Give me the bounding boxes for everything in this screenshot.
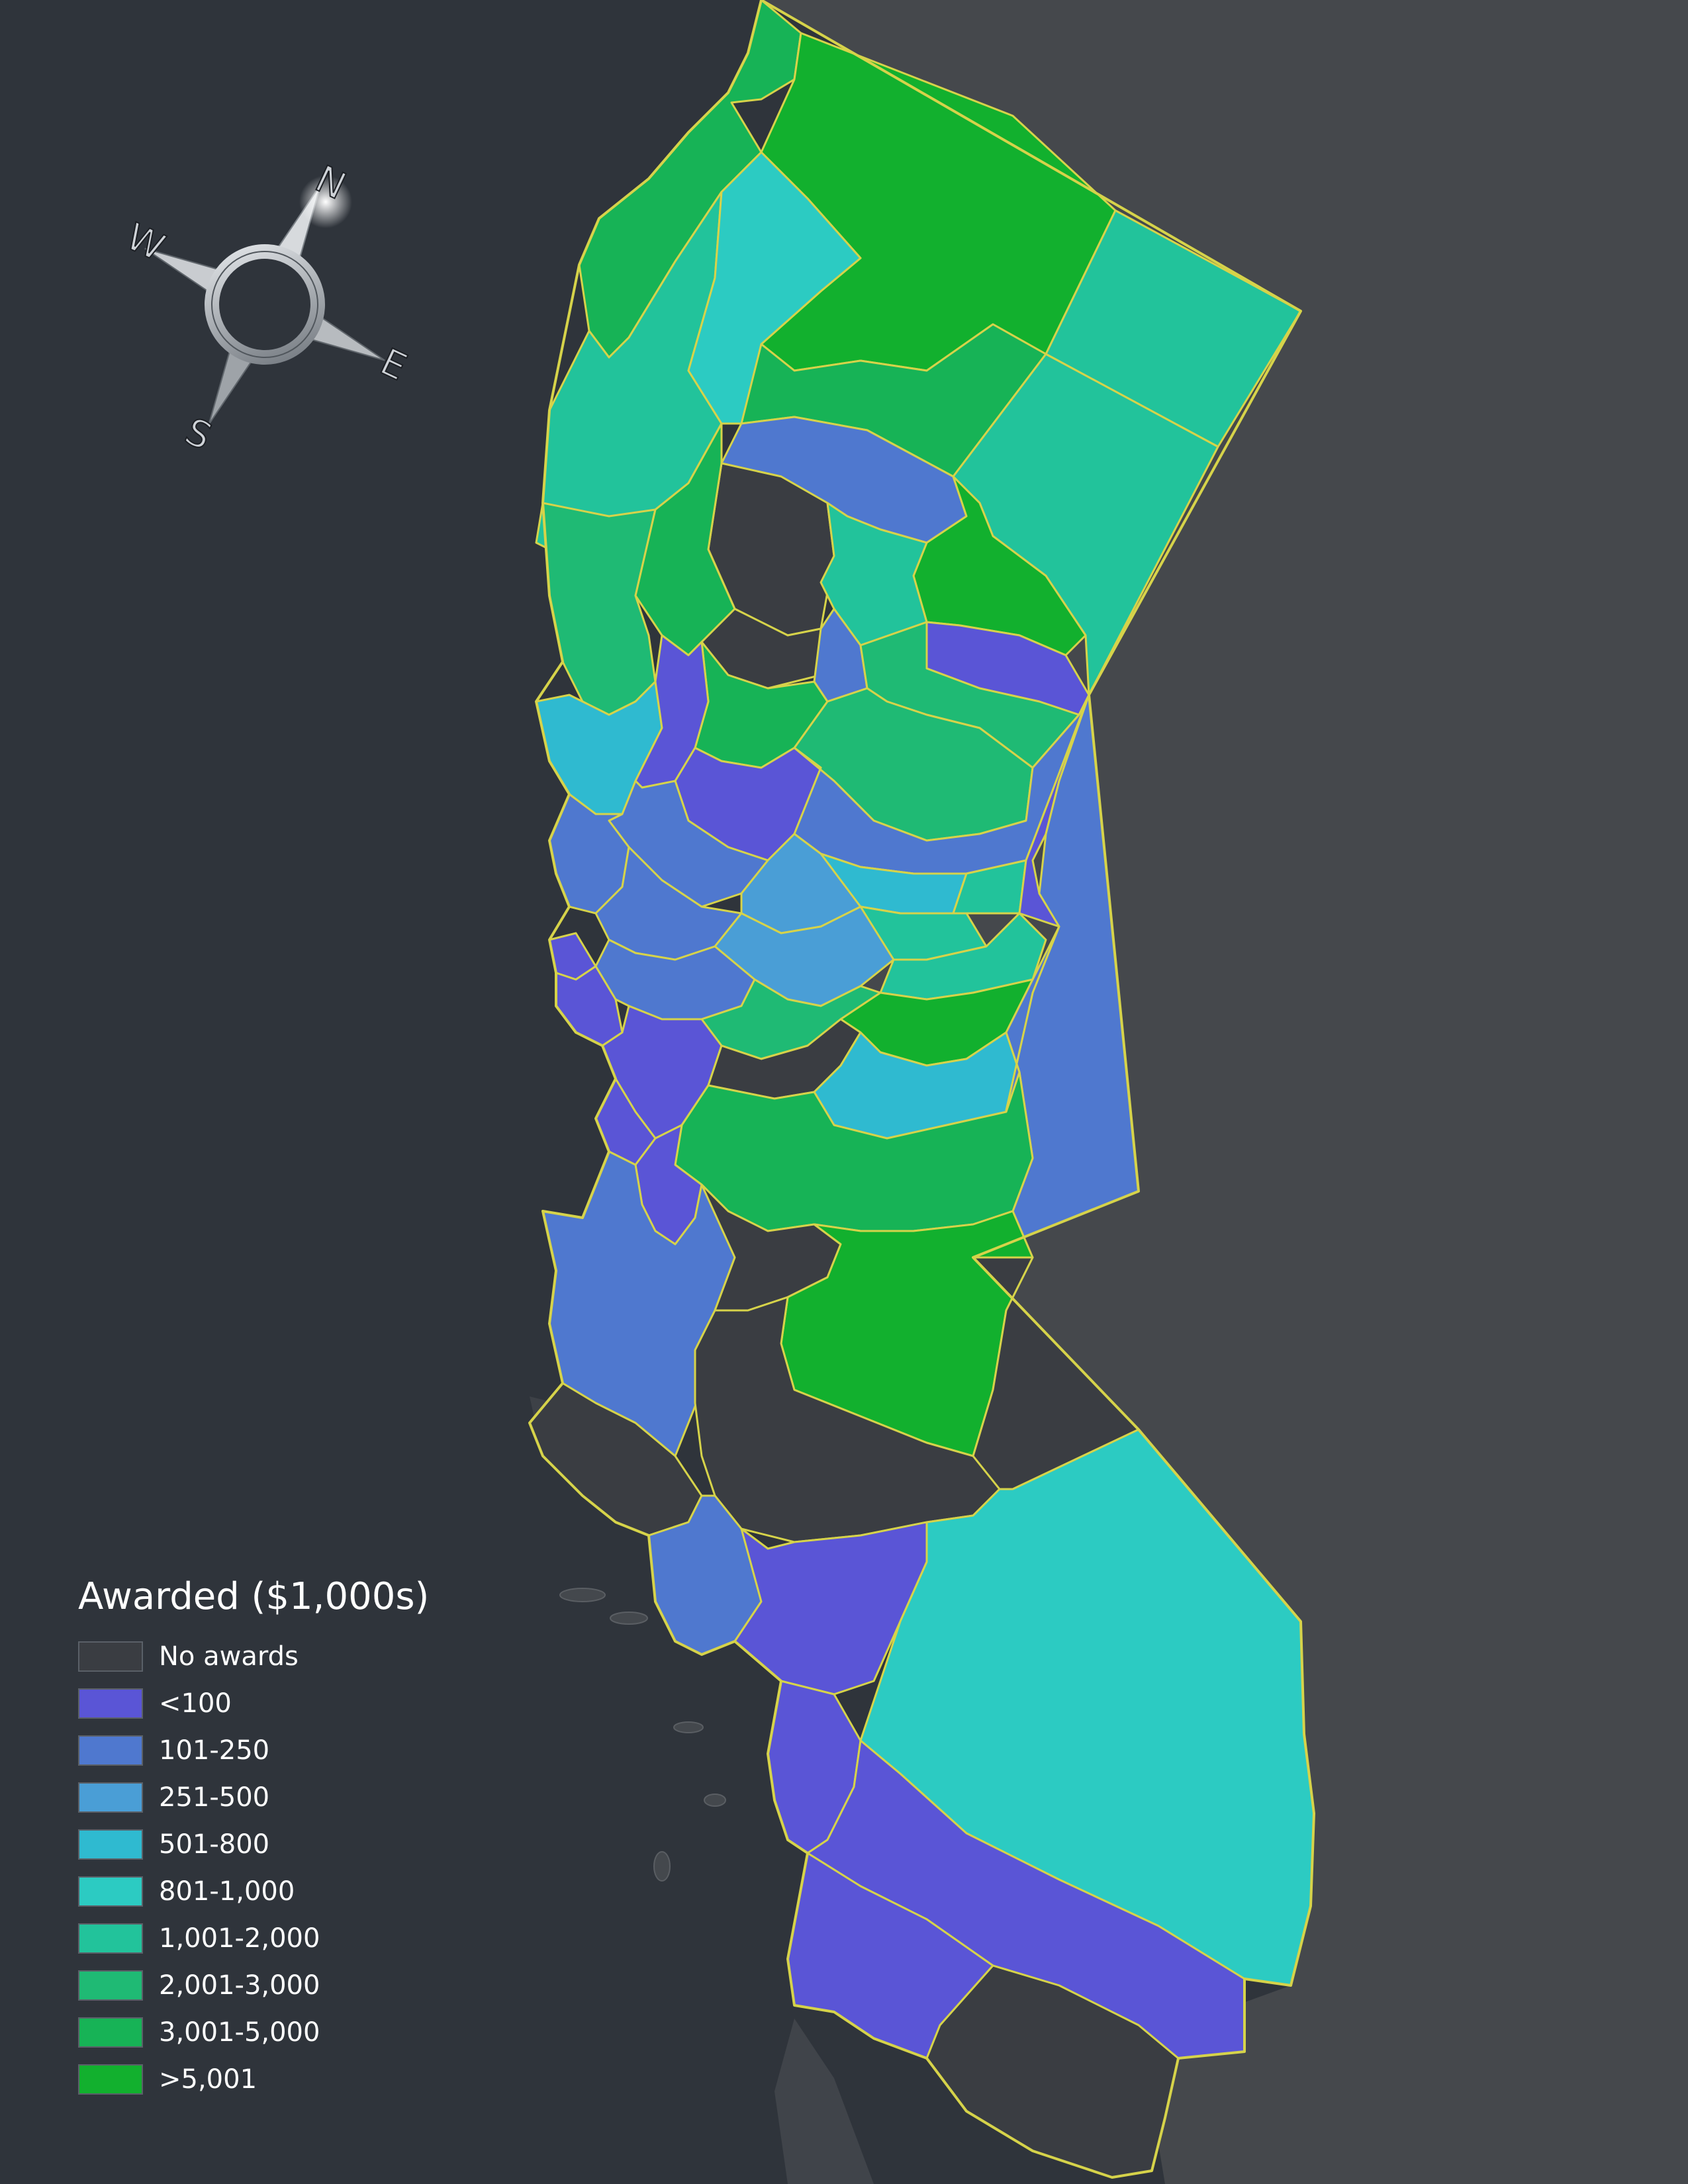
legend-item: 3,001-5,000 (78, 2009, 475, 2056)
legend-swatch (78, 1782, 143, 1813)
legend-swatch (78, 2064, 143, 2095)
legend-item: 2,001-3,000 (78, 1962, 475, 2009)
legend-swatch (78, 1641, 143, 1672)
legend-label: No awards (159, 1641, 299, 1672)
legend-swatch (78, 1923, 143, 1954)
map-legend: Awarded ($1,000s) No awards <100 101-250 25… (78, 1575, 475, 2103)
legend-label: 3,001-5,000 (159, 2017, 320, 2048)
county-alpine[interactable] (952, 859, 1027, 915)
legend-label: 501-800 (159, 1829, 270, 1860)
legend-label: 101-250 (159, 1735, 270, 1766)
legend-swatch (78, 1688, 143, 1719)
island (704, 1794, 726, 1807)
legend-title: Awarded ($1,000s) (78, 1575, 430, 1618)
legend-item: 101-250 (78, 1727, 475, 1774)
island (673, 1721, 704, 1733)
legend-label: <100 (159, 1688, 232, 1719)
island (653, 1851, 671, 1882)
compass-rose: N S E W (119, 157, 414, 459)
legend-item: <100 (78, 1680, 475, 1727)
legend-swatch (78, 1970, 143, 2001)
legend-label: 2,001-3,000 (159, 1970, 320, 2001)
state-outline (528, 0, 1315, 2179)
legend-label: >5,001 (159, 2064, 258, 2095)
legend-swatch (78, 1735, 143, 1766)
legend-swatch (78, 2017, 143, 2048)
island (559, 1588, 606, 1602)
compass-label-south: S (179, 410, 218, 459)
county-mendocino[interactable] (541, 502, 657, 716)
legend-item: 251-500 (78, 1774, 475, 1821)
legend-item: >5,001 (78, 2056, 475, 2103)
compass-ring (205, 244, 325, 365)
island (610, 1612, 648, 1625)
legend-item: 1,001-2,000 (78, 1915, 475, 1962)
relief-land-south (774, 2019, 874, 2184)
legend-label: 251-500 (159, 1782, 270, 1813)
legend-rows: No awards <100 101-250 251-500 501-800 801-1,… (78, 1633, 475, 2103)
legend-item: 501-800 (78, 1821, 475, 1868)
relief-land-east (682, 0, 1688, 2184)
legend-item: No awards (78, 1633, 475, 1680)
legend-label: 1,001-2,000 (159, 1923, 320, 1954)
county-layer (528, 0, 1315, 2179)
legend-item: 801-1,000 (78, 1868, 475, 1915)
legend-swatch (78, 1829, 143, 1860)
compass-glow (299, 175, 352, 228)
compass-label-east: E (374, 340, 414, 389)
legend-swatch (78, 1876, 143, 1907)
channel-islands (559, 1588, 726, 1882)
compass-arrows (144, 184, 385, 425)
legend-label: 801-1,000 (159, 1876, 295, 1907)
